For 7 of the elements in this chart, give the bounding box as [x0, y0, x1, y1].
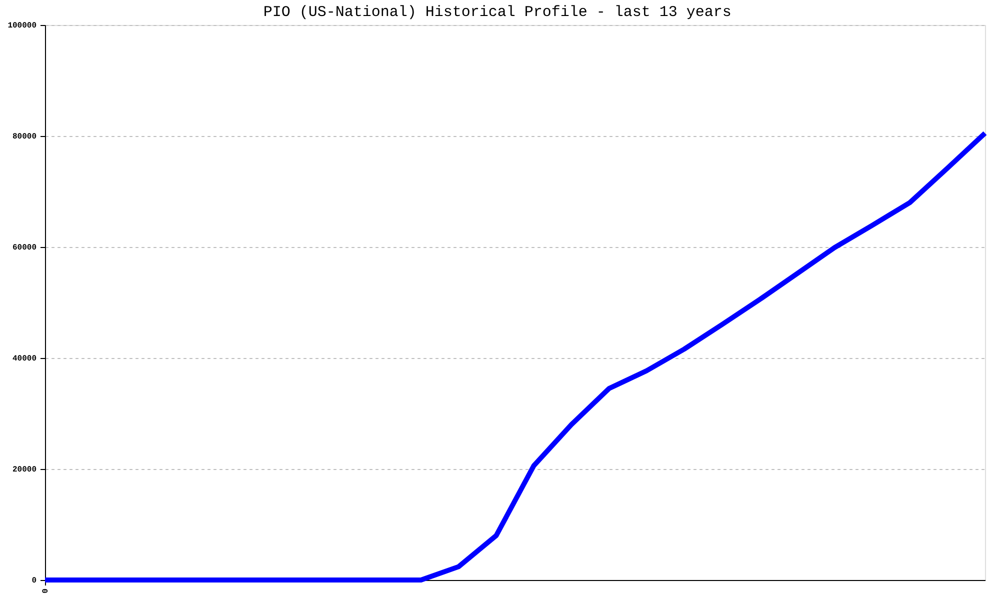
- chart-title: PIO (US-National) Historical Profile - last 13 years: [263, 4, 732, 21]
- y-tick-label: 0: [32, 576, 37, 586]
- y-tick-label: 100000: [8, 22, 37, 30]
- y-tick-label: 40000: [12, 354, 37, 364]
- y-tick-label: 60000: [12, 244, 37, 252]
- y-tick-label: 80000: [12, 132, 37, 142]
- y-tick-label: 20000: [12, 466, 37, 474]
